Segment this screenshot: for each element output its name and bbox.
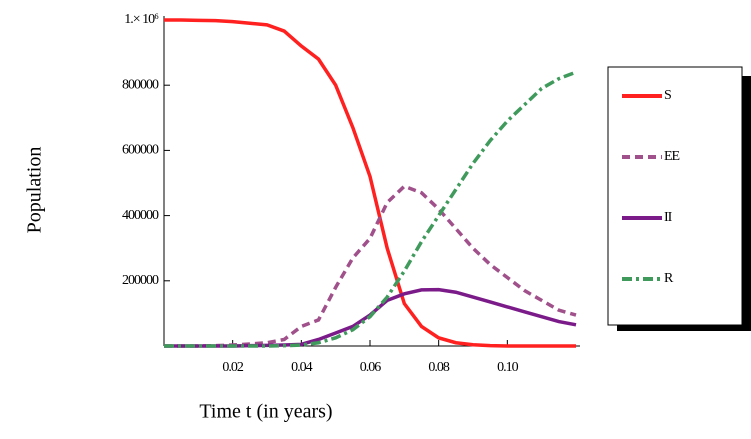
y-tick-label: 800000 <box>122 77 159 92</box>
series-line <box>164 70 577 348</box>
x-axis-label: Time t (in years) <box>199 401 332 423</box>
series-line <box>164 18 576 348</box>
x-tick-label: 0.02 <box>222 360 244 375</box>
legend-label: S <box>664 88 671 103</box>
y-axis-label: Population <box>24 147 46 234</box>
series-line <box>164 184 577 348</box>
x-tick-label: 0.10 <box>497 360 519 375</box>
y-tick-label: 200000 <box>122 273 159 288</box>
y-tick-label: 600000 <box>122 143 159 158</box>
legend-label: EE <box>664 149 680 164</box>
x-tick-label: 0.08 <box>428 360 450 375</box>
y-tick-label: 1.× 10⁶ <box>124 12 159 27</box>
x-tick-label: 0.06 <box>360 360 382 375</box>
y-tick-label: 400000 <box>122 208 159 223</box>
x-tick-label: 0.04 <box>291 360 313 375</box>
legend-box <box>607 66 743 326</box>
legend-label: II <box>664 210 673 225</box>
legend-label: R <box>664 271 674 286</box>
